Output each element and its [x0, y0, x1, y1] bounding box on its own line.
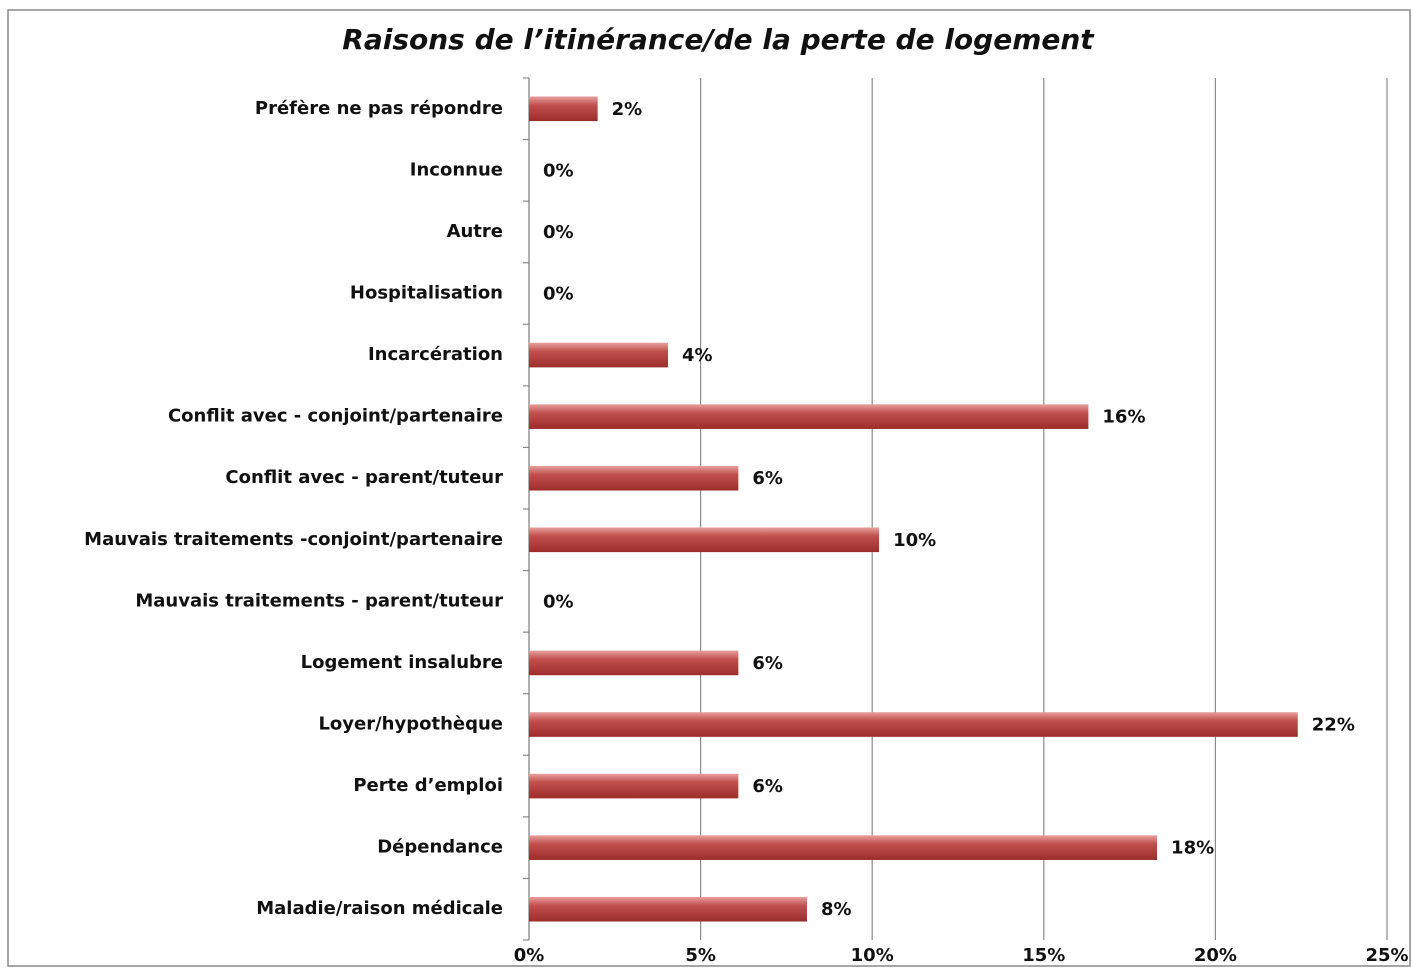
data-label: 6% [752, 653, 783, 674]
bar [529, 896, 807, 922]
data-label: 0% [543, 160, 574, 181]
x-tick-label: 10% [851, 945, 894, 966]
x-tick-label: 5% [685, 945, 716, 966]
data-label: 8% [821, 899, 852, 920]
bar [529, 773, 739, 799]
y-tick-label: Hospitalisation [350, 283, 503, 304]
data-label: 22% [1312, 715, 1355, 736]
chart-title: Raisons de l’itinérance/de la perte de l… [342, 23, 1095, 56]
y-tick-label: Autre [447, 221, 503, 242]
bar [529, 342, 668, 368]
data-label: 2% [612, 99, 643, 120]
y-tick-label: Dépendance [377, 837, 503, 858]
bar [529, 404, 1089, 429]
data-label: 0% [543, 222, 574, 243]
data-label: 10% [893, 530, 936, 551]
y-tick-label: Conflit avec - conjoint/partenaire [168, 406, 503, 427]
y-tick-label: Loyer/hypothèque [318, 714, 503, 735]
y-tick-label: Mauvais traitements -conjoint/partenaire [84, 529, 503, 550]
data-label: 16% [1102, 407, 1145, 428]
y-tick-label: Logement insalubre [301, 652, 503, 673]
y-tick-label: Perte d’emploi [353, 775, 503, 796]
x-tick-label: 20% [1194, 945, 1237, 966]
data-label: 6% [752, 468, 783, 489]
y-tick-label: Préfère ne pas répondre [255, 98, 503, 119]
data-label: 0% [543, 284, 574, 305]
x-tick-label: 0% [514, 945, 545, 966]
x-tick-label: 25% [1365, 945, 1408, 966]
bar [529, 650, 739, 676]
y-tick-label: Incarcération [368, 344, 503, 365]
y-tick-label: Maladie/raison médicale [256, 898, 503, 919]
data-label: 6% [752, 776, 783, 797]
y-tick-label: Conflit avec - parent/tuteur [225, 467, 503, 488]
bar [529, 96, 598, 122]
data-label: 0% [543, 591, 574, 612]
data-label: 4% [682, 345, 713, 366]
bar [529, 527, 880, 553]
y-tick-label: Inconnue [410, 159, 503, 180]
bar [529, 712, 1298, 737]
y-tick-label: Mauvais traitements - parent/tuteur [135, 590, 503, 611]
data-label: 18% [1171, 838, 1214, 859]
bar [529, 835, 1158, 860]
x-tick-label: 15% [1022, 945, 1065, 966]
bar [529, 465, 739, 491]
